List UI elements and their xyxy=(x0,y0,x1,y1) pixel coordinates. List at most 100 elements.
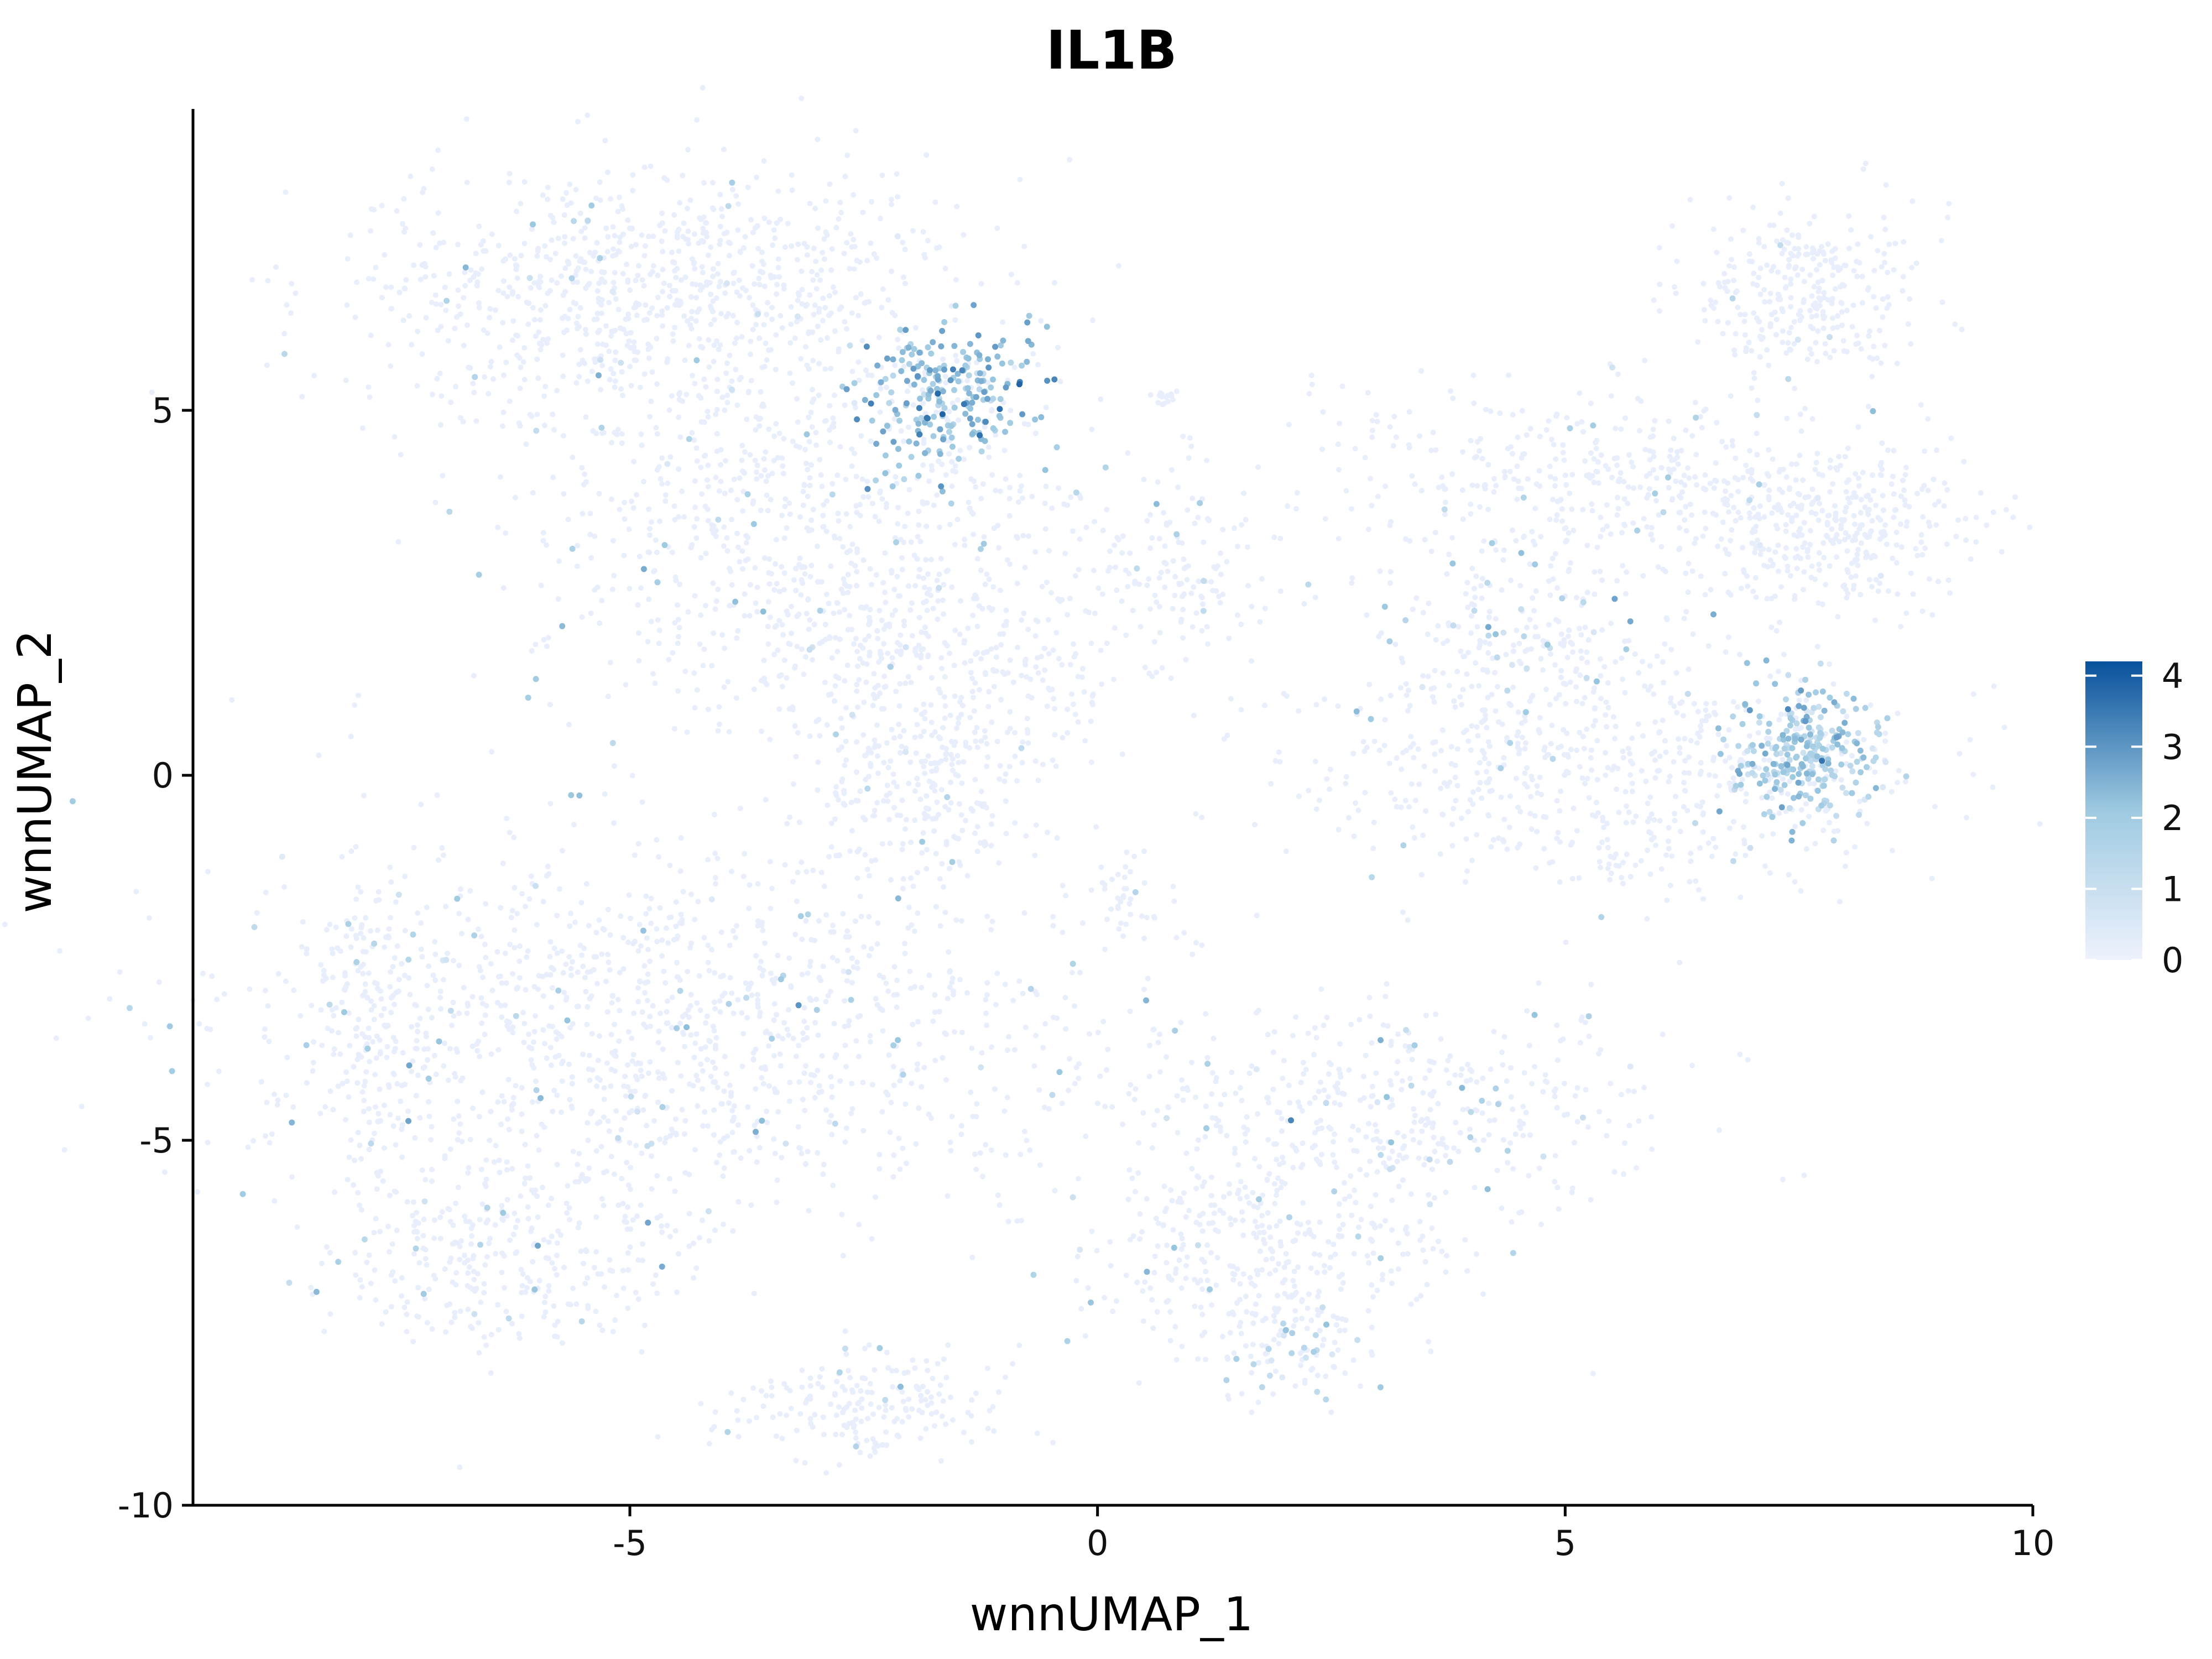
cell-point xyxy=(952,627,958,633)
cell-point xyxy=(1884,541,1890,547)
cell-point xyxy=(1111,676,1117,682)
cell-point xyxy=(1452,774,1458,780)
cell-point xyxy=(665,481,671,486)
cell-point xyxy=(1155,1040,1161,1046)
cell-point xyxy=(849,310,855,316)
cell-point xyxy=(814,543,820,549)
cell-point xyxy=(737,293,743,299)
cell-point xyxy=(1844,348,1850,354)
cell-point xyxy=(547,257,553,263)
cell-point xyxy=(669,1025,675,1031)
cell-point xyxy=(1272,758,1279,764)
cell-point xyxy=(972,830,978,836)
cell-point xyxy=(670,331,676,337)
cell-point xyxy=(550,215,556,221)
cell-point xyxy=(899,555,905,561)
cell-point xyxy=(854,739,859,745)
cell-point xyxy=(1931,476,1937,482)
cell-point xyxy=(709,180,716,186)
cell-point xyxy=(304,951,310,957)
cell-point xyxy=(1703,525,1709,531)
cell-point xyxy=(694,516,700,522)
cell-point xyxy=(1802,405,1808,411)
cell-point xyxy=(815,759,821,765)
cell-point xyxy=(1283,848,1289,854)
cell-point xyxy=(963,743,969,749)
cell-point xyxy=(545,290,551,296)
cell-point xyxy=(510,971,515,977)
cell-point xyxy=(858,433,864,439)
cell-point xyxy=(926,586,932,592)
cell-point xyxy=(925,571,931,577)
cell-point xyxy=(954,517,961,523)
cell-point xyxy=(1843,530,1849,536)
cell-point xyxy=(781,436,787,442)
cell-point xyxy=(1002,982,1008,988)
cell-point xyxy=(978,281,984,287)
cell-point xyxy=(1067,596,1073,602)
cell-point xyxy=(1147,512,1153,518)
cell-point xyxy=(642,243,648,249)
cell-point xyxy=(1604,724,1609,730)
cell-point xyxy=(754,992,760,998)
cell-point xyxy=(1051,280,1057,286)
cell-point xyxy=(731,476,737,482)
cell-point xyxy=(913,750,919,756)
cell-point xyxy=(982,734,988,740)
cell-point xyxy=(753,1086,759,1092)
cell-point xyxy=(680,173,686,179)
cell-point xyxy=(1001,671,1008,677)
cell-point xyxy=(1149,535,1155,541)
cell-point xyxy=(374,927,380,933)
cell-point xyxy=(775,455,781,461)
cell-point xyxy=(1639,768,1645,774)
cell-point xyxy=(2003,507,2009,513)
cell-point xyxy=(745,1104,751,1110)
cell-point xyxy=(923,557,929,563)
cell-point xyxy=(587,1077,593,1083)
cell-point xyxy=(1832,286,1838,292)
cell-point xyxy=(1021,421,1027,427)
cell-point xyxy=(902,941,907,947)
cell-point xyxy=(920,387,925,393)
cell-point xyxy=(678,911,684,917)
cell-point xyxy=(952,463,958,469)
cell-point xyxy=(940,356,946,362)
cell-point xyxy=(954,358,960,364)
cell-point xyxy=(1014,581,1020,586)
cell-point xyxy=(1827,354,1833,361)
cell-point xyxy=(1280,1154,1286,1160)
cell-point xyxy=(985,703,992,709)
cell-point xyxy=(1025,727,1030,733)
cell-point xyxy=(721,684,727,690)
cell-point xyxy=(400,317,406,324)
cell-point xyxy=(920,646,926,652)
cell-point xyxy=(1918,532,1924,538)
cell-point xyxy=(556,558,562,564)
cell-point xyxy=(607,377,613,383)
cell-point xyxy=(1893,507,1899,513)
cell-point xyxy=(1642,447,1648,453)
cell-point xyxy=(1828,538,1834,544)
cell-point xyxy=(821,236,827,242)
cell-point xyxy=(988,843,994,849)
cell-point xyxy=(936,571,942,577)
cell-point xyxy=(1224,732,1230,738)
cell-point xyxy=(1729,765,1735,771)
cell-point xyxy=(638,431,644,437)
cell-point xyxy=(860,557,867,563)
cell-point xyxy=(969,675,975,681)
cell-point xyxy=(506,179,512,185)
cell-point xyxy=(820,513,826,519)
cell-point xyxy=(744,416,750,422)
cell-point xyxy=(1751,375,1757,382)
cell-point xyxy=(795,419,801,425)
cell-point xyxy=(1697,734,1703,740)
cell-point xyxy=(780,632,786,638)
cell-point xyxy=(420,189,426,195)
cell-point xyxy=(1460,686,1466,692)
cell-point xyxy=(664,1009,670,1015)
cell-point xyxy=(1839,322,1845,328)
cell-point xyxy=(1590,689,1597,695)
cell-point xyxy=(1863,160,1869,166)
